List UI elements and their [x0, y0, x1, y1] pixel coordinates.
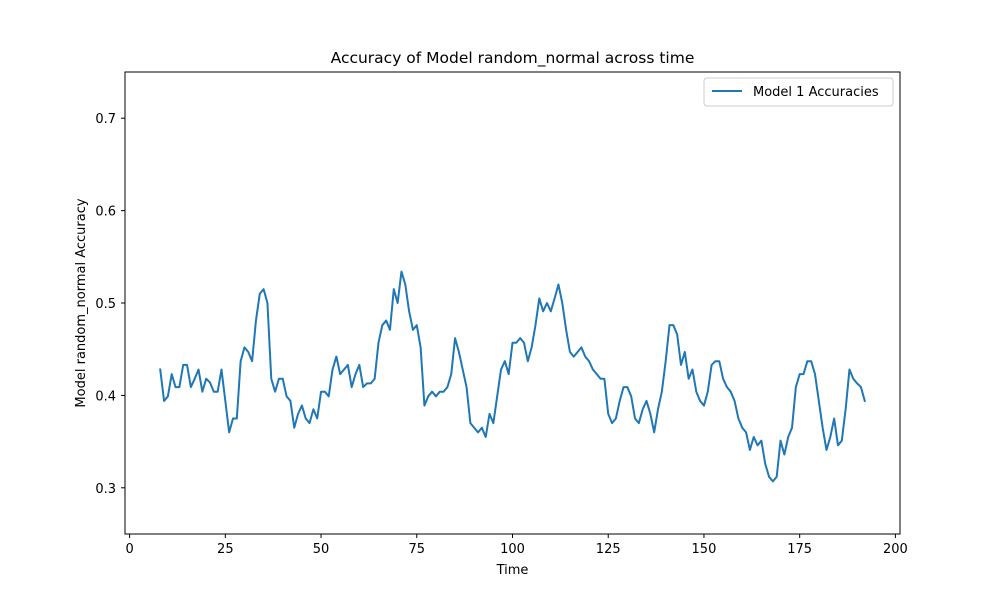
x-tick-label: 0 — [125, 542, 133, 557]
plot-area — [124, 71, 901, 535]
x-tick-label: 25 — [217, 542, 234, 557]
y-axis-title: Model random_normal Accuracy — [74, 198, 89, 407]
x-tick-label: 75 — [409, 542, 426, 557]
y-tick-label: 0.5 — [95, 297, 116, 312]
y-tick-label: 0.6 — [95, 205, 116, 220]
y-tick-label: 0.4 — [95, 389, 116, 404]
x-tick-label: 200 — [883, 542, 908, 557]
y-tick-label: 0.7 — [95, 112, 116, 127]
x-tick-label: 175 — [787, 542, 812, 557]
legend-label: Model 1 Accuracies — [753, 85, 879, 100]
x-tick-label: 125 — [596, 542, 621, 557]
axes-background — [125, 72, 900, 534]
chart-title: Accuracy of Model random_normal across t… — [331, 49, 695, 68]
series-line-1 — [159, 270, 867, 483]
legend-box — [703, 77, 894, 107]
legend: Model 1 Accuracies — [703, 77, 894, 107]
x-tick-label: 150 — [692, 542, 717, 557]
x-tick-label: 100 — [500, 542, 525, 557]
x-axis-title: Time — [496, 563, 529, 578]
x-axis: 0 25 50 75 100 125 150 175 200 — [125, 534, 908, 557]
series-layer — [159, 270, 867, 483]
x-tick-label: 50 — [313, 542, 330, 557]
y-axis: 0.3 0.4 0.5 0.6 0.7 — [95, 112, 125, 497]
y-tick-label: 0.3 — [95, 482, 116, 497]
